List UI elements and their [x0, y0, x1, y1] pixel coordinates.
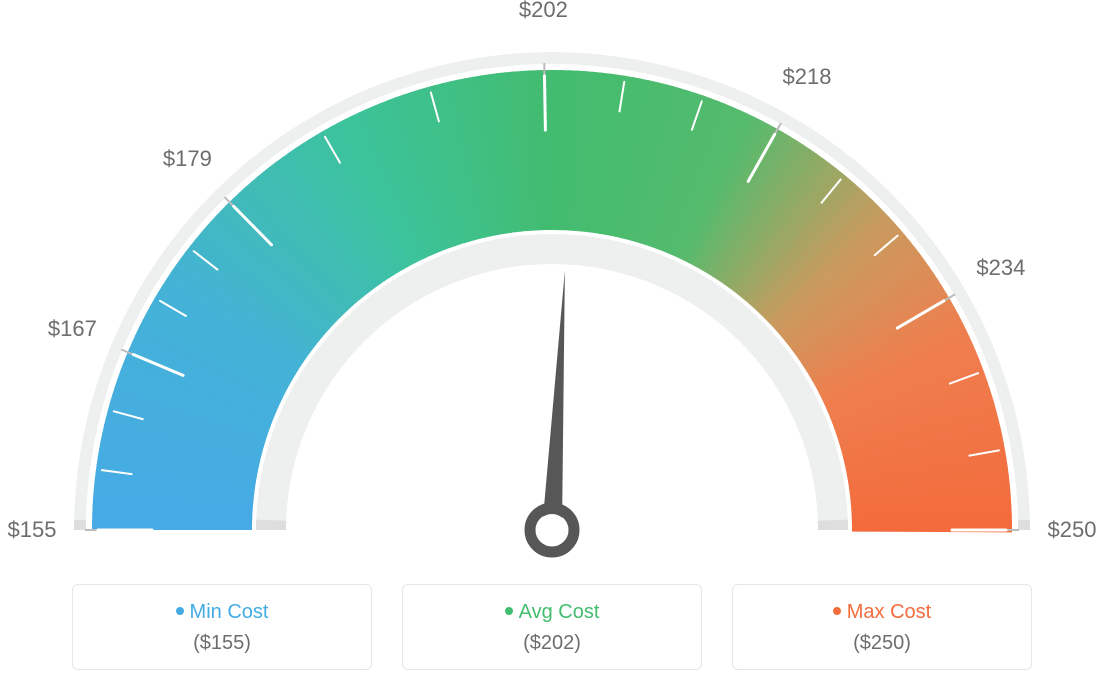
legend-label-avg: Avg Cost — [519, 601, 600, 623]
gauge-tick-label: $202 — [519, 0, 568, 23]
gauge-tick-label: $155 — [8, 517, 57, 543]
legend-dot-min — [176, 607, 184, 615]
gauge-tick-label: $218 — [783, 64, 832, 90]
legend-label-max: Max Cost — [847, 601, 931, 623]
legend-card-max: Max Cost ($250) — [732, 584, 1032, 670]
gauge-tick-label: $250 — [1048, 517, 1097, 543]
legend-title-max: Max Cost — [743, 601, 1021, 624]
legend-value-avg: ($202) — [413, 632, 691, 655]
legend-value-min: ($155) — [83, 632, 361, 655]
legend-label-min: Min Cost — [190, 601, 269, 623]
legend-dot-max — [833, 607, 841, 615]
gauge-tick-label: $167 — [48, 316, 97, 342]
legend-title-min: Min Cost — [83, 601, 361, 624]
gauge-tick-label: $179 — [163, 146, 212, 172]
legend-card-min: Min Cost ($155) — [72, 584, 372, 670]
gauge-tick-label: $234 — [976, 255, 1025, 281]
gauge-svg — [0, 0, 1104, 570]
legend-title-avg: Avg Cost — [413, 601, 691, 624]
legend-value-max: ($250) — [743, 632, 1021, 655]
cost-gauge: $155 $167 $179 $202 $218 $234 $250 — [0, 0, 1104, 570]
legend-dot-avg — [505, 607, 513, 615]
legend-card-avg: Avg Cost ($202) — [402, 584, 702, 670]
legend-row: Min Cost ($155) Avg Cost ($202) Max Cost… — [0, 584, 1104, 670]
